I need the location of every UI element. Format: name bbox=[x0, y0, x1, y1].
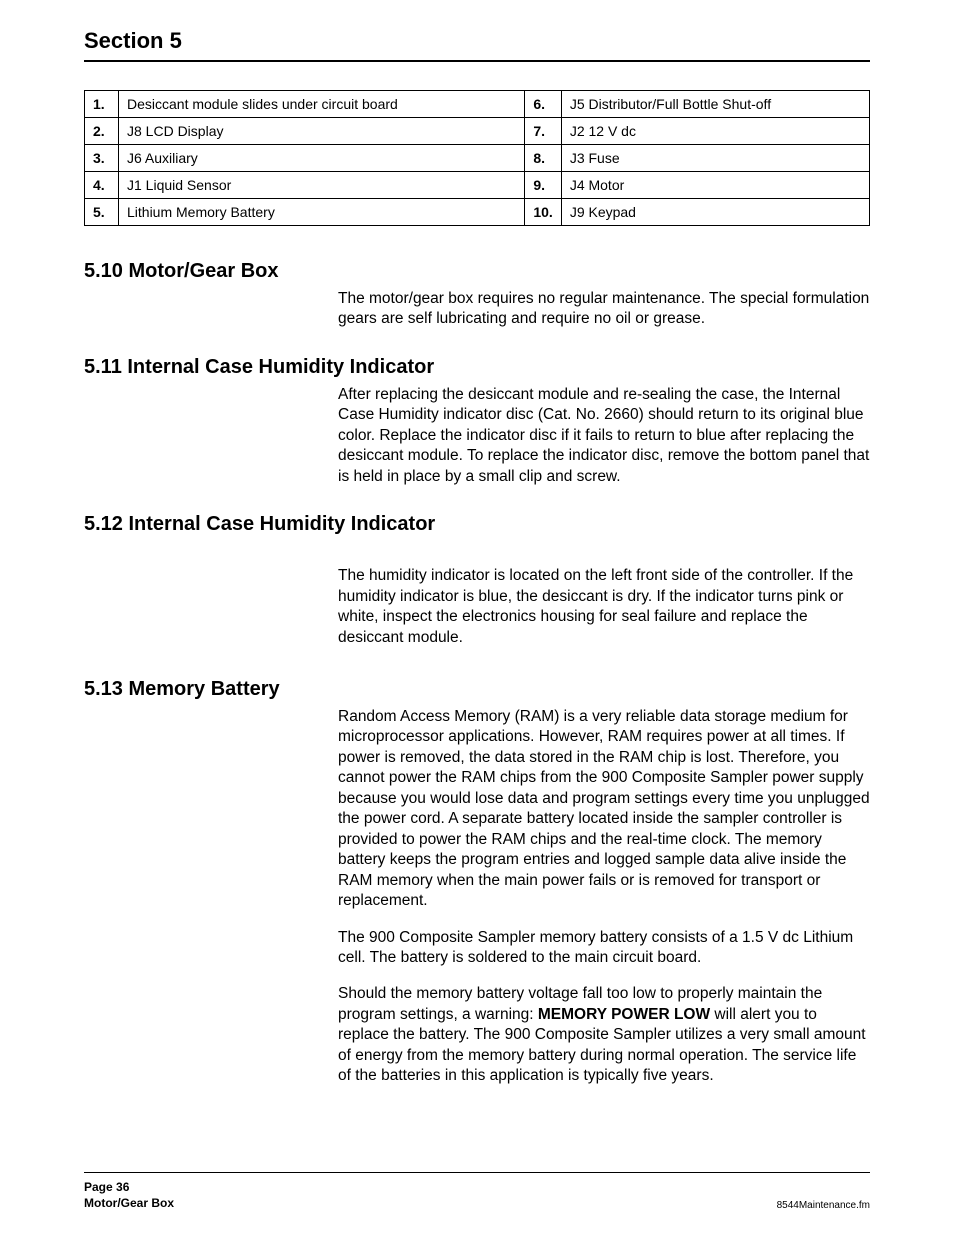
table-row: 1. Desiccant module slides under circuit… bbox=[85, 91, 870, 118]
cell-desc: Lithium Memory Battery bbox=[119, 199, 525, 226]
footer-topic: Motor/Gear Box bbox=[84, 1195, 174, 1211]
paragraph: After replacing the desiccant module and… bbox=[338, 385, 870, 487]
subsection-512: 5.12 Internal Case Humidity Indicator Th… bbox=[84, 513, 870, 648]
table-row: 4. J1 Liquid Sensor 9. J4 Motor bbox=[85, 172, 870, 199]
page: Section 5 1. Desiccant module slides und… bbox=[0, 0, 954, 1235]
table-row: 2. J8 LCD Display 7. J2 12 V dc bbox=[85, 118, 870, 145]
subsection-510: 5.10 Motor/Gear Box The motor/gear box r… bbox=[84, 260, 870, 330]
cell-desc: J9 Keypad bbox=[561, 199, 869, 226]
cell-num: 4. bbox=[85, 172, 119, 199]
cell-desc: J3 Fuse bbox=[561, 145, 869, 172]
cell-desc: Desiccant module slides under circuit bo… bbox=[119, 91, 525, 118]
cell-desc: J1 Liquid Sensor bbox=[119, 172, 525, 199]
cell-num: 8. bbox=[525, 145, 561, 172]
subsection-513: 5.13 Memory Battery Random Access Memory… bbox=[84, 678, 870, 1087]
cell-num: 10. bbox=[525, 199, 561, 226]
table-row: 3. J6 Auxiliary 8. J3 Fuse bbox=[85, 145, 870, 172]
body-column: Random Access Memory (RAM) is a very rel… bbox=[338, 707, 870, 1087]
body-column: The motor/gear box requires no regular m… bbox=[338, 289, 870, 330]
subsection-title: 5.11 Internal Case Humidity Indicator bbox=[84, 356, 870, 379]
cell-num: 1. bbox=[85, 91, 119, 118]
cell-desc: J5 Distributor/Full Bottle Shut-off bbox=[561, 91, 869, 118]
cell-desc: J6 Auxiliary bbox=[119, 145, 525, 172]
paragraph: The 900 Composite Sampler memory battery… bbox=[338, 928, 870, 969]
paragraph: The humidity indicator is located on the… bbox=[338, 566, 870, 648]
cell-num: 2. bbox=[85, 118, 119, 145]
table-row: 5. Lithium Memory Battery 10. J9 Keypad bbox=[85, 199, 870, 226]
cell-num: 7. bbox=[525, 118, 561, 145]
footer-left: Page 36 Motor/Gear Box bbox=[84, 1179, 174, 1211]
subsection-title: 5.13 Memory Battery bbox=[84, 678, 870, 701]
body-column: After replacing the desiccant module and… bbox=[338, 385, 870, 487]
warning-label: MEMORY POWER LOW bbox=[538, 1006, 710, 1023]
table-body: 1. Desiccant module slides under circuit… bbox=[85, 91, 870, 226]
cell-num: 5. bbox=[85, 199, 119, 226]
paragraph: Random Access Memory (RAM) is a very rel… bbox=[338, 707, 870, 912]
paragraph: Should the memory battery voltage fall t… bbox=[338, 984, 870, 1086]
footer-filename: 8544Maintenance.fm bbox=[777, 1200, 870, 1211]
page-number: Page 36 bbox=[84, 1179, 174, 1195]
body-column: The humidity indicator is located on the… bbox=[338, 566, 870, 648]
subsection-title: 5.12 Internal Case Humidity Indicator bbox=[84, 513, 870, 536]
subsection-511: 5.11 Internal Case Humidity Indicator Af… bbox=[84, 356, 870, 487]
page-footer: Page 36 Motor/Gear Box 8544Maintenance.f… bbox=[84, 1172, 870, 1211]
section-header: Section 5 bbox=[84, 28, 870, 62]
cell-num: 3. bbox=[85, 145, 119, 172]
subsection-title: 5.10 Motor/Gear Box bbox=[84, 260, 870, 283]
cell-num: 9. bbox=[525, 172, 561, 199]
paragraph: The motor/gear box requires no regular m… bbox=[338, 289, 870, 330]
cell-num: 6. bbox=[525, 91, 561, 118]
cell-desc: J2 12 V dc bbox=[561, 118, 869, 145]
reference-table: 1. Desiccant module slides under circuit… bbox=[84, 90, 870, 226]
cell-desc: J8 LCD Display bbox=[119, 118, 525, 145]
cell-desc: J4 Motor bbox=[561, 172, 869, 199]
